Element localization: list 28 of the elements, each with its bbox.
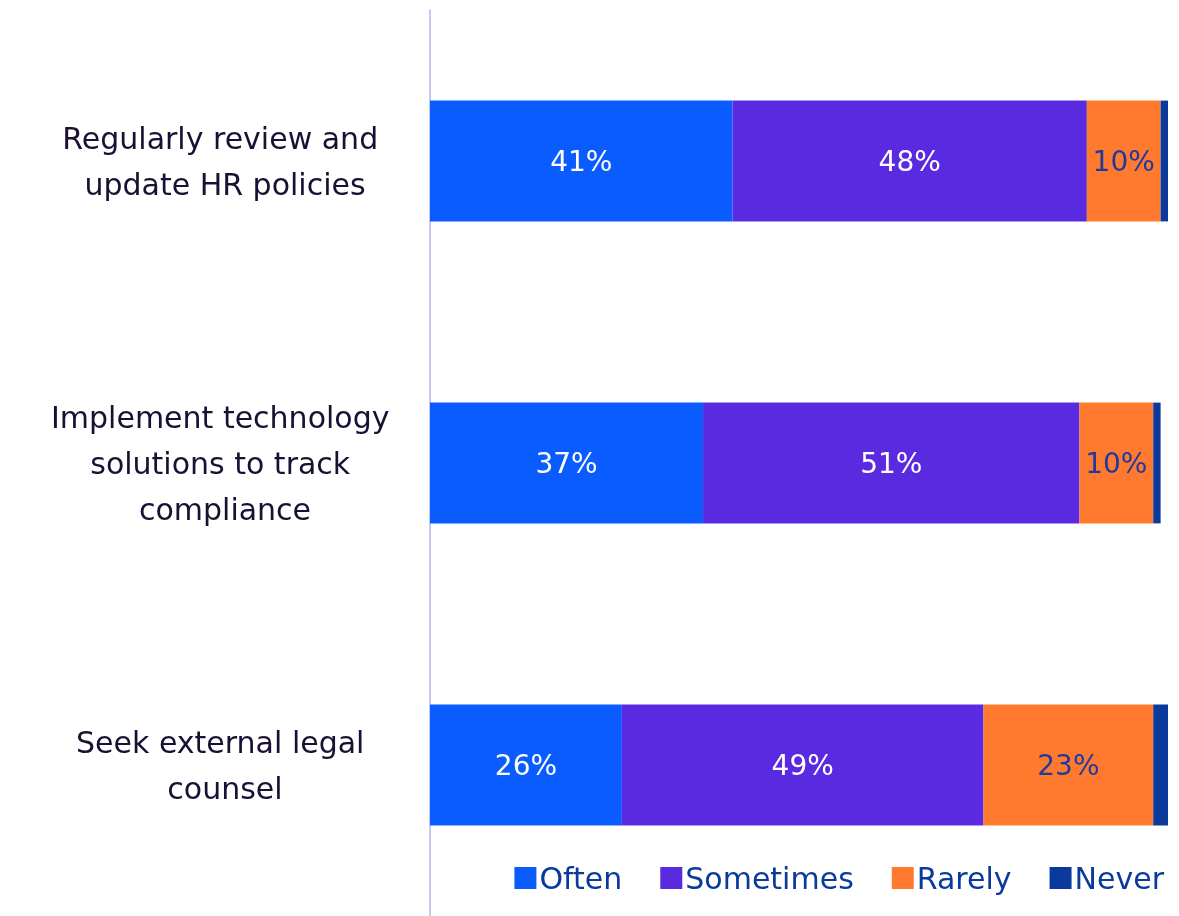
bar <box>1153 402 1161 524</box>
data-label: 51% <box>860 446 923 480</box>
data-label: 37% <box>535 446 598 480</box>
bar <box>1086 100 1161 222</box>
bar <box>1160 100 1168 222</box>
bar <box>983 704 1154 826</box>
y-tick-label: Regularly review and update HR policies <box>62 120 388 202</box>
legend-label: Often <box>539 860 623 896</box>
data-label: 10% <box>1085 446 1148 480</box>
data-label: 23% <box>1037 748 1100 782</box>
y-tick-label: Implement technology solutions to track compliance <box>50 399 400 527</box>
y-tick-label: Seek external legal counsel <box>76 724 374 806</box>
bar <box>430 704 622 826</box>
bar <box>430 402 704 524</box>
bar <box>430 100 733 222</box>
data-label: 41% <box>550 144 613 178</box>
bar <box>1079 402 1154 524</box>
data-label: 26% <box>494 748 558 782</box>
data-label: 10% <box>1092 144 1155 178</box>
bar <box>703 402 1080 524</box>
legend-label: Rarely <box>916 860 1012 896</box>
legend-label: Sometimes <box>685 860 854 896</box>
data-label: 48% <box>878 144 941 178</box>
data-label: 49% <box>771 748 834 782</box>
bar <box>621 704 984 826</box>
bar <box>1153 704 1168 826</box>
bar <box>732 100 1087 222</box>
legend-label: Never <box>1074 860 1165 896</box>
